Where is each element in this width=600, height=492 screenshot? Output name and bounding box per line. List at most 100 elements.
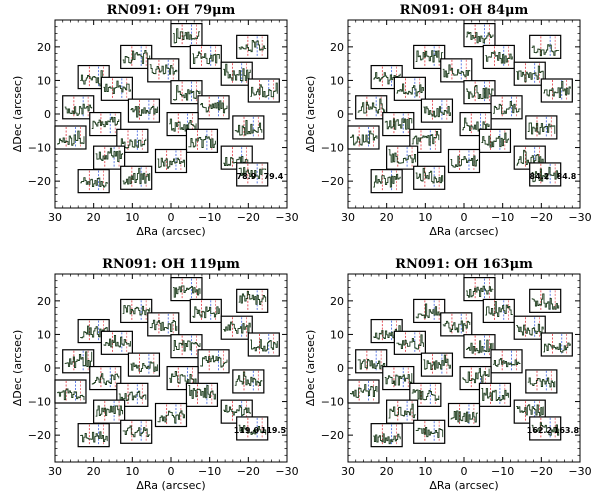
spectrum-trace	[149, 319, 178, 332]
spaxel-box	[236, 416, 269, 441]
line-label-1: 78.9	[237, 172, 257, 181]
spectrum-trace	[250, 339, 278, 352]
spaxel-spectrum	[382, 365, 415, 391]
spectrum-trace	[415, 167, 444, 184]
spectrum-trace	[527, 377, 556, 388]
y-tick-label: −20	[28, 175, 51, 188]
spectrum-trace	[157, 410, 185, 424]
spectrum-trace	[238, 167, 267, 179]
x-tick-label: −10	[198, 211, 221, 224]
line-label-1: 84.2	[530, 172, 550, 181]
spaxel-spectrum	[440, 58, 473, 83]
spaxel-spectrum	[529, 162, 562, 187]
spectrum-trace	[103, 80, 131, 95]
spaxel-spectrum	[413, 419, 446, 444]
spectrum-trace	[450, 410, 478, 423]
x-tick-label: 0	[168, 211, 175, 224]
spaxel-spectrum	[93, 399, 126, 424]
x-tick-label: −20	[237, 211, 260, 224]
spectrum-trace	[516, 404, 544, 416]
spaxel-box	[220, 315, 253, 340]
spectrum-trace	[64, 103, 93, 116]
x-axis-label: ΔRa (arcsec)	[429, 225, 498, 238]
spaxel-spectrum	[54, 125, 87, 150]
x-tick-label: 20	[380, 465, 394, 478]
spaxel-box	[220, 61, 253, 86]
spectrum-trace	[80, 177, 108, 188]
spectrum-trace	[200, 355, 228, 368]
spaxel-spectrum	[232, 115, 265, 140]
panel-2: RN091: OH 84μm 30 20 10 0 −10 −20 −30 −20 −10 0 10 2…	[304, 3, 592, 238]
spectrum-trace	[91, 116, 120, 129]
y-tick-label: −10	[321, 142, 344, 155]
panel-title: RN091: OH 163μm	[395, 257, 533, 272]
x-tick-label: 30	[48, 211, 62, 224]
line-label-2: 119.5	[261, 426, 287, 435]
y-axis-label: ΔDec (arcsec)	[304, 76, 317, 153]
panel-3: RN091: OH 119μm 30 20 10 0 −10 −20 −30 −20 −10 0 10…	[11, 257, 299, 492]
spaxel-spectrum	[147, 312, 180, 337]
spaxel-spectrum	[100, 76, 133, 101]
spaxel-spectrum	[100, 330, 133, 355]
spaxel-spectrum	[77, 423, 110, 448]
spectrum-trace	[234, 371, 263, 387]
panel-title: RN091: OH 79μm	[107, 3, 236, 18]
spaxel-spectrum	[347, 379, 380, 404]
spaxel-box	[100, 76, 133, 101]
line-label-1: 119.0	[234, 426, 260, 435]
spectrum-trace	[373, 325, 401, 340]
spectrum-trace	[442, 320, 471, 333]
spaxel-spectrum	[89, 365, 122, 391]
spectrum-trace	[466, 339, 494, 354]
y-tick-label: 10	[37, 328, 51, 341]
y-tick-label: −20	[28, 429, 51, 442]
spectrum-trace	[95, 147, 124, 163]
spaxel-spectrum	[393, 76, 426, 101]
x-tick-label: −10	[198, 465, 221, 478]
spectrum-trace	[350, 384, 378, 398]
spaxel-spectrum	[120, 419, 153, 444]
spectrum-trace	[442, 64, 471, 78]
spaxel-spectrum	[490, 95, 523, 120]
spectrum-trace	[223, 321, 251, 334]
spectrum-trace	[95, 405, 124, 417]
spectrum-trace	[122, 49, 151, 64]
spaxel-spectrum	[247, 332, 280, 357]
x-tick-label: 20	[87, 465, 101, 478]
spaxel-spectrum	[62, 349, 95, 374]
spaxel-box	[529, 416, 562, 441]
spaxel-spectrum	[513, 61, 546, 86]
spaxel-spectrum	[154, 148, 188, 174]
spaxel-spectrum	[62, 95, 95, 120]
spaxel-spectrum	[529, 34, 562, 59]
spaxel-spectrum	[540, 78, 573, 103]
spectrum-trace	[373, 173, 401, 188]
spectrum-trace	[122, 425, 151, 438]
spaxel-spectrum	[220, 315, 253, 340]
spectrum-trace	[130, 361, 158, 372]
x-tick-label: 10	[418, 465, 432, 478]
y-tick-label: 20	[37, 295, 51, 308]
spectrum-trace	[122, 167, 151, 185]
y-tick-label: 10	[330, 74, 344, 87]
spectrum-trace	[350, 130, 378, 146]
spectrum-trace	[388, 403, 417, 419]
spectrum-trace	[411, 130, 440, 146]
spaxel-box	[529, 34, 562, 59]
spectrum-trace	[415, 303, 444, 319]
spaxel-spectrum	[386, 145, 419, 170]
x-tick-label: 20	[380, 211, 394, 224]
spectrum-trace	[238, 290, 267, 305]
spaxel-spectrum	[413, 165, 446, 190]
spectrum-trace	[543, 342, 571, 353]
spaxel-spectrum	[236, 416, 269, 441]
spaxel-spectrum	[154, 402, 188, 428]
spaxel-spectrum	[478, 128, 512, 153]
spectrum-trace	[450, 155, 478, 168]
spaxel-spectrum	[382, 111, 415, 137]
line-label-2: 163.8	[554, 426, 580, 435]
spaxel-spectrum	[440, 312, 473, 337]
spectrum-trace	[80, 325, 108, 339]
spaxel-box	[89, 365, 122, 391]
spaxel-box	[370, 423, 403, 448]
